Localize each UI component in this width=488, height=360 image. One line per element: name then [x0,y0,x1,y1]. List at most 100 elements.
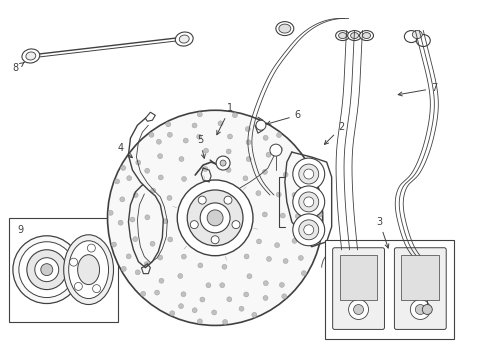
Circle shape [126,254,131,259]
Circle shape [135,270,140,275]
Circle shape [224,196,231,204]
Circle shape [220,160,225,166]
Circle shape [157,154,163,159]
Ellipse shape [278,24,290,33]
Text: 4: 4 [117,143,132,158]
Circle shape [255,120,265,130]
Circle shape [306,214,312,219]
Circle shape [197,319,202,324]
Circle shape [207,210,223,226]
Ellipse shape [404,31,417,42]
Circle shape [187,190,243,246]
Circle shape [120,197,124,202]
Circle shape [422,305,431,315]
Circle shape [144,168,149,173]
Text: 2: 2 [324,122,344,144]
Circle shape [348,300,368,319]
Circle shape [150,241,155,246]
Circle shape [141,291,145,296]
Circle shape [198,263,203,268]
Circle shape [245,140,250,145]
Circle shape [92,285,101,293]
Circle shape [154,290,159,295]
Circle shape [283,258,287,264]
Circle shape [281,294,286,299]
Circle shape [294,168,299,173]
Ellipse shape [338,32,346,39]
Circle shape [69,258,78,266]
Circle shape [263,281,268,286]
Ellipse shape [68,241,108,298]
Circle shape [263,135,267,140]
Circle shape [244,254,248,259]
Circle shape [295,214,300,219]
Circle shape [283,172,287,177]
Circle shape [243,176,247,181]
Circle shape [130,217,135,222]
Circle shape [133,193,138,198]
Circle shape [303,169,313,179]
Circle shape [158,175,163,180]
Circle shape [181,292,185,297]
Circle shape [126,176,131,181]
Circle shape [200,203,229,233]
Ellipse shape [359,31,373,41]
Ellipse shape [179,35,189,43]
Circle shape [19,242,75,298]
Circle shape [197,112,202,117]
Circle shape [218,121,223,126]
Circle shape [144,215,149,220]
Circle shape [298,256,303,260]
Circle shape [211,310,216,315]
Circle shape [317,212,322,217]
Circle shape [310,179,315,184]
Circle shape [292,214,324,246]
Circle shape [279,282,284,287]
Circle shape [303,189,308,194]
Circle shape [255,191,260,196]
Circle shape [298,164,318,184]
Text: 9: 9 [18,225,24,235]
Circle shape [111,242,116,247]
Circle shape [181,176,186,181]
Circle shape [280,213,285,218]
Circle shape [298,220,318,240]
Circle shape [274,243,279,248]
Bar [339,255,377,300]
Ellipse shape [275,22,293,36]
Text: 3: 3 [376,217,388,248]
Circle shape [414,305,425,315]
Circle shape [239,306,244,311]
FancyBboxPatch shape [332,248,384,329]
Circle shape [353,305,363,315]
Circle shape [156,139,161,144]
Circle shape [419,272,434,288]
Text: 6: 6 [266,110,300,125]
Circle shape [291,192,296,197]
Circle shape [226,297,231,302]
Circle shape [159,278,163,283]
Circle shape [196,134,201,139]
Circle shape [302,161,306,166]
Circle shape [181,254,186,259]
Circle shape [178,303,183,309]
Circle shape [298,192,318,212]
Circle shape [166,195,172,201]
Circle shape [27,250,66,289]
Circle shape [158,255,163,260]
Circle shape [74,283,82,291]
Circle shape [167,237,172,242]
Circle shape [87,244,95,252]
Ellipse shape [411,31,422,39]
Circle shape [305,231,310,237]
Circle shape [203,148,208,153]
Circle shape [178,274,183,278]
Ellipse shape [22,49,40,63]
Circle shape [409,300,429,319]
Circle shape [259,122,264,127]
Circle shape [219,283,224,288]
FancyBboxPatch shape [394,248,446,329]
Circle shape [245,127,250,131]
Circle shape [266,256,271,261]
Ellipse shape [78,255,100,285]
